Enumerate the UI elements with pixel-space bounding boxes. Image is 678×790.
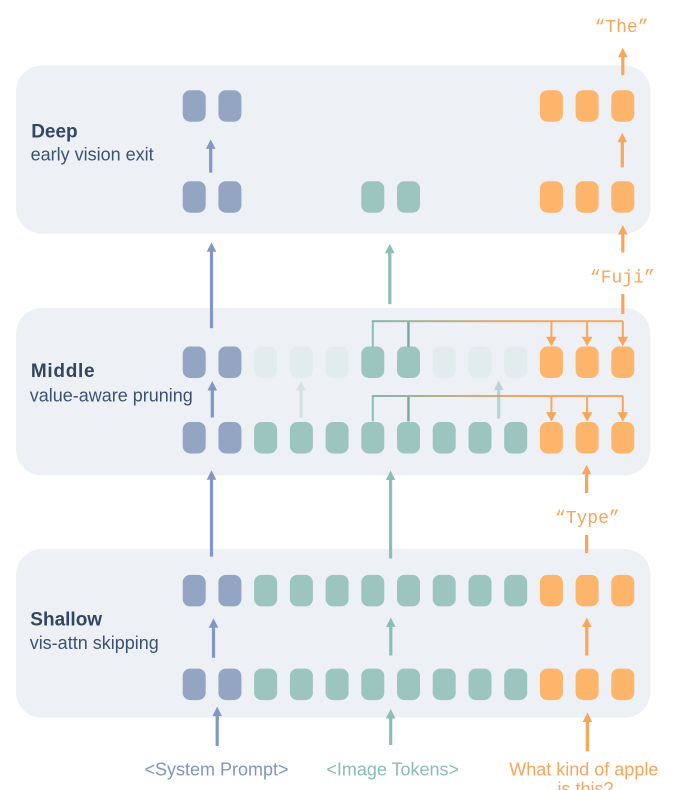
svg-text:is this?: is this?	[557, 779, 613, 790]
svg-text:“The”: “The”	[594, 18, 648, 38]
svg-text:Deep: Deep	[31, 121, 77, 142]
svg-text:vis-attn skipping: vis-attn skipping	[30, 633, 159, 653]
svg-text:Middle: Middle	[31, 361, 95, 382]
svg-text:What kind of apple: What kind of apple	[509, 760, 658, 780]
svg-text:Shallow: Shallow	[30, 609, 102, 630]
svg-text:<System Prompt>: <System Prompt>	[144, 760, 288, 780]
svg-text:“Fuji”: “Fuji”	[590, 269, 655, 289]
svg-text:early vision exit: early vision exit	[31, 145, 154, 165]
svg-text:<Image Tokens>: <Image Tokens>	[326, 760, 459, 780]
svg-text:“Type”: “Type”	[555, 509, 620, 529]
svg-text:value-aware pruning: value-aware pruning	[30, 386, 193, 406]
